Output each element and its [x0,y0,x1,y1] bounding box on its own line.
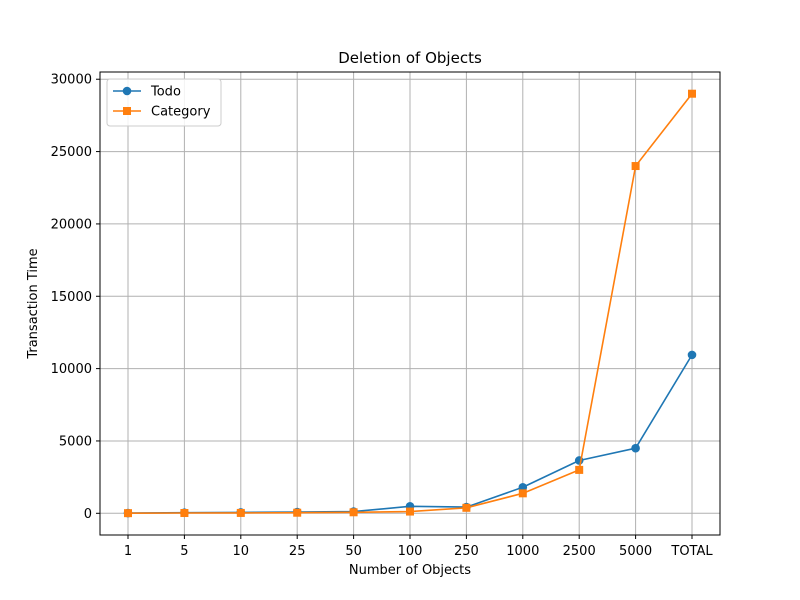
legend-marker-todo [122,86,132,96]
x-tick-label: 5000 [619,544,652,559]
x-tick-label: 1 [124,544,132,559]
x-tick-label: 10 [233,544,250,559]
y-tick-label: 0 [84,507,92,522]
data-point-category [575,465,584,474]
y-tick-label: 20000 [51,217,92,232]
data-point-category [124,509,132,518]
legend-item-category: Category [113,105,211,120]
legend-item-todo: Todo [113,85,181,100]
x-tick-label: 250 [454,544,479,559]
series-layer [123,89,697,518]
x-tick-label: TOTAL [670,544,713,559]
x-tick-label: 100 [398,544,423,559]
data-point-category [688,89,696,98]
chart-title: Deletion of Objects [338,49,482,67]
data-point-category [518,489,527,498]
legend-label-category: Category [151,105,211,120]
legend-marker-category [123,107,131,115]
data-point-category [631,162,640,171]
x-axis-label: Number of Objects [349,563,471,578]
y-tick-label: 15000 [51,290,92,305]
x-tick-label: 25 [289,544,306,559]
data-point-todo [631,443,640,453]
data-point-category [406,507,414,516]
data-point-todo [687,350,697,360]
data-point-category [349,508,358,517]
legend: Todo Category [106,78,222,127]
x-tick-label: 2500 [563,544,596,559]
grid-lines [100,72,720,535]
y-tick-label: 25000 [51,145,92,160]
y-axis-label: Transaction Time [26,248,41,359]
plot-frame [99,71,721,536]
x-tick-label: 5 [180,544,188,559]
y-tick-label: 5000 [59,434,92,449]
data-point-category [180,509,189,518]
x-tick-label: 50 [345,544,362,559]
data-point-category [236,508,245,517]
ticks-layer: 1 5 10 25 50 100 250 1000 2500 5000 TOTAL 0 5000 1000… [51,73,714,559]
y-tick-label: 10000 [51,362,92,377]
data-point-category [462,503,471,512]
x-tick-label: 1000 [506,544,539,559]
data-point-category [293,508,302,517]
legend-label-todo: Todo [150,85,181,100]
y-tick-label: 30000 [51,73,92,88]
